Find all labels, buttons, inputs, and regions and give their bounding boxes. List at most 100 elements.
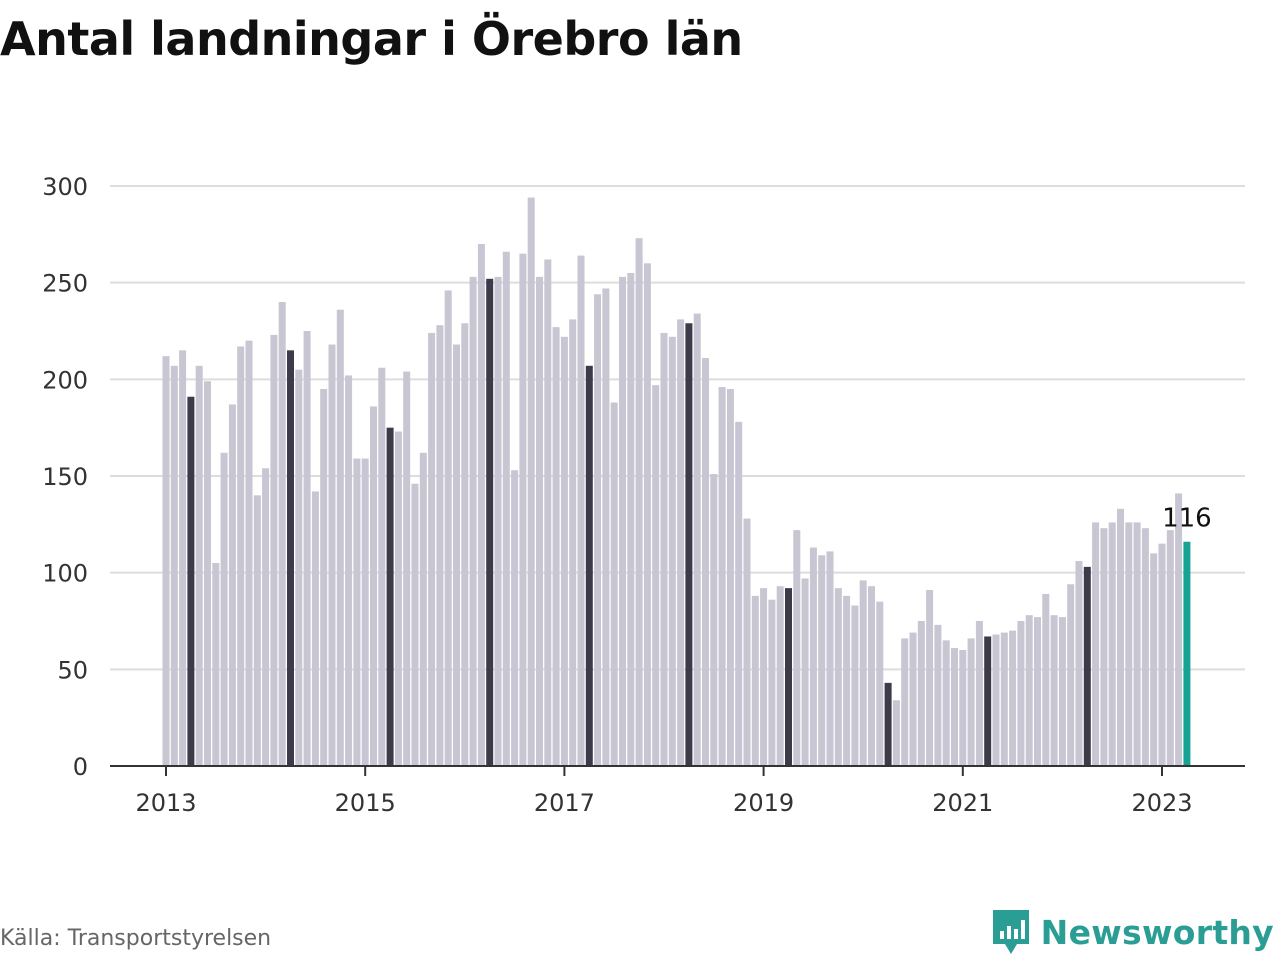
bar: [635, 238, 643, 766]
bar: [776, 586, 784, 766]
bar: [536, 276, 543, 766]
bar: [1058, 617, 1066, 766]
bar: [577, 255, 585, 766]
bar: [677, 319, 685, 766]
bar: [1117, 508, 1124, 766]
newsworthy-logo-icon: [992, 910, 1029, 954]
bar: [1092, 522, 1100, 766]
bar: [851, 605, 859, 766]
bar: [345, 375, 353, 766]
bar: [1025, 615, 1033, 766]
bar: [1166, 530, 1174, 766]
bar: [602, 288, 610, 766]
data-labels: 116: [1162, 504, 1212, 534]
y-tick-label: 200: [42, 366, 88, 394]
bar: [228, 404, 236, 766]
y-tick-label: 50: [57, 656, 88, 684]
bar: [386, 427, 394, 766]
bar: [1017, 621, 1025, 766]
bar: [585, 365, 593, 766]
bar: [477, 244, 485, 766]
bar: [311, 491, 319, 766]
y-tick-label: 100: [42, 560, 88, 588]
bar: [1125, 522, 1133, 766]
bar: [212, 563, 220, 766]
bar: [735, 421, 743, 766]
x-tick-label: 2021: [932, 789, 993, 817]
bar: [444, 290, 452, 766]
bar: [220, 452, 228, 766]
bar: [801, 578, 809, 766]
x-tick-label: 2023: [1131, 789, 1192, 817]
bar: [527, 197, 535, 767]
y-axis-ticks: 0 50 100 150 200 250 300: [42, 173, 88, 781]
bar: [179, 350, 187, 766]
bar: [245, 340, 253, 766]
bar: [204, 381, 211, 766]
y-tick-label: 250: [42, 270, 88, 298]
bar: [162, 356, 170, 766]
bar: [519, 253, 527, 766]
brand-logo[interactable]: Newsworthy: [991, 908, 1274, 956]
bar: [394, 431, 402, 766]
bar: [270, 334, 278, 766]
bar: [859, 580, 867, 766]
bar: [1034, 617, 1041, 766]
bar: [751, 595, 759, 766]
x-tick-label: 2019: [733, 789, 794, 817]
bar: [187, 396, 195, 766]
bar: [992, 634, 1000, 766]
bar: [1108, 522, 1116, 766]
bar: [1067, 584, 1075, 766]
bar: [975, 621, 983, 766]
bar: [1042, 593, 1050, 766]
chart-title: Antal landningar i Örebro län: [0, 12, 743, 66]
bar: [552, 327, 560, 766]
bar: [876, 601, 884, 766]
bar: [610, 402, 618, 766]
bar: [1100, 528, 1108, 766]
bar: [436, 325, 444, 766]
bar: [834, 588, 842, 766]
bar: [1083, 566, 1091, 766]
bar: [353, 458, 361, 766]
x-tick-label: 2013: [135, 789, 196, 817]
bar: [428, 332, 436, 766]
bar: [378, 367, 386, 766]
bar: [760, 588, 768, 766]
bar: [959, 650, 967, 766]
bar: [403, 371, 411, 766]
bar: [411, 483, 419, 766]
bar: [926, 590, 934, 766]
bar: [793, 530, 801, 766]
bar: [370, 406, 377, 766]
bar: [1009, 630, 1017, 766]
bar: [668, 336, 676, 766]
bar: [768, 599, 776, 766]
bar: [892, 700, 900, 766]
bar: [710, 474, 718, 766]
bar: [809, 547, 817, 766]
bar: [726, 389, 734, 766]
bar: [320, 389, 328, 766]
bar: [702, 358, 709, 766]
latest-value-label: 116: [1162, 504, 1212, 534]
bar: [909, 632, 917, 766]
bar: [295, 369, 303, 766]
bar: [461, 323, 469, 766]
bar: [287, 350, 294, 766]
bar: [785, 588, 792, 766]
x-axis-ticks: 2013 2015 2017 2019 2021 2023: [135, 766, 1193, 817]
bar: [942, 640, 950, 766]
bar: [643, 263, 651, 766]
bar: [917, 621, 925, 766]
bar: [170, 365, 178, 766]
source-note: Källa: Transportstyrelsen: [0, 926, 272, 951]
bar: [1150, 553, 1158, 766]
y-tick-label: 0: [73, 753, 88, 781]
bar: [967, 638, 975, 766]
bar: [328, 344, 336, 766]
bar: [569, 319, 577, 766]
bar: [237, 346, 245, 766]
